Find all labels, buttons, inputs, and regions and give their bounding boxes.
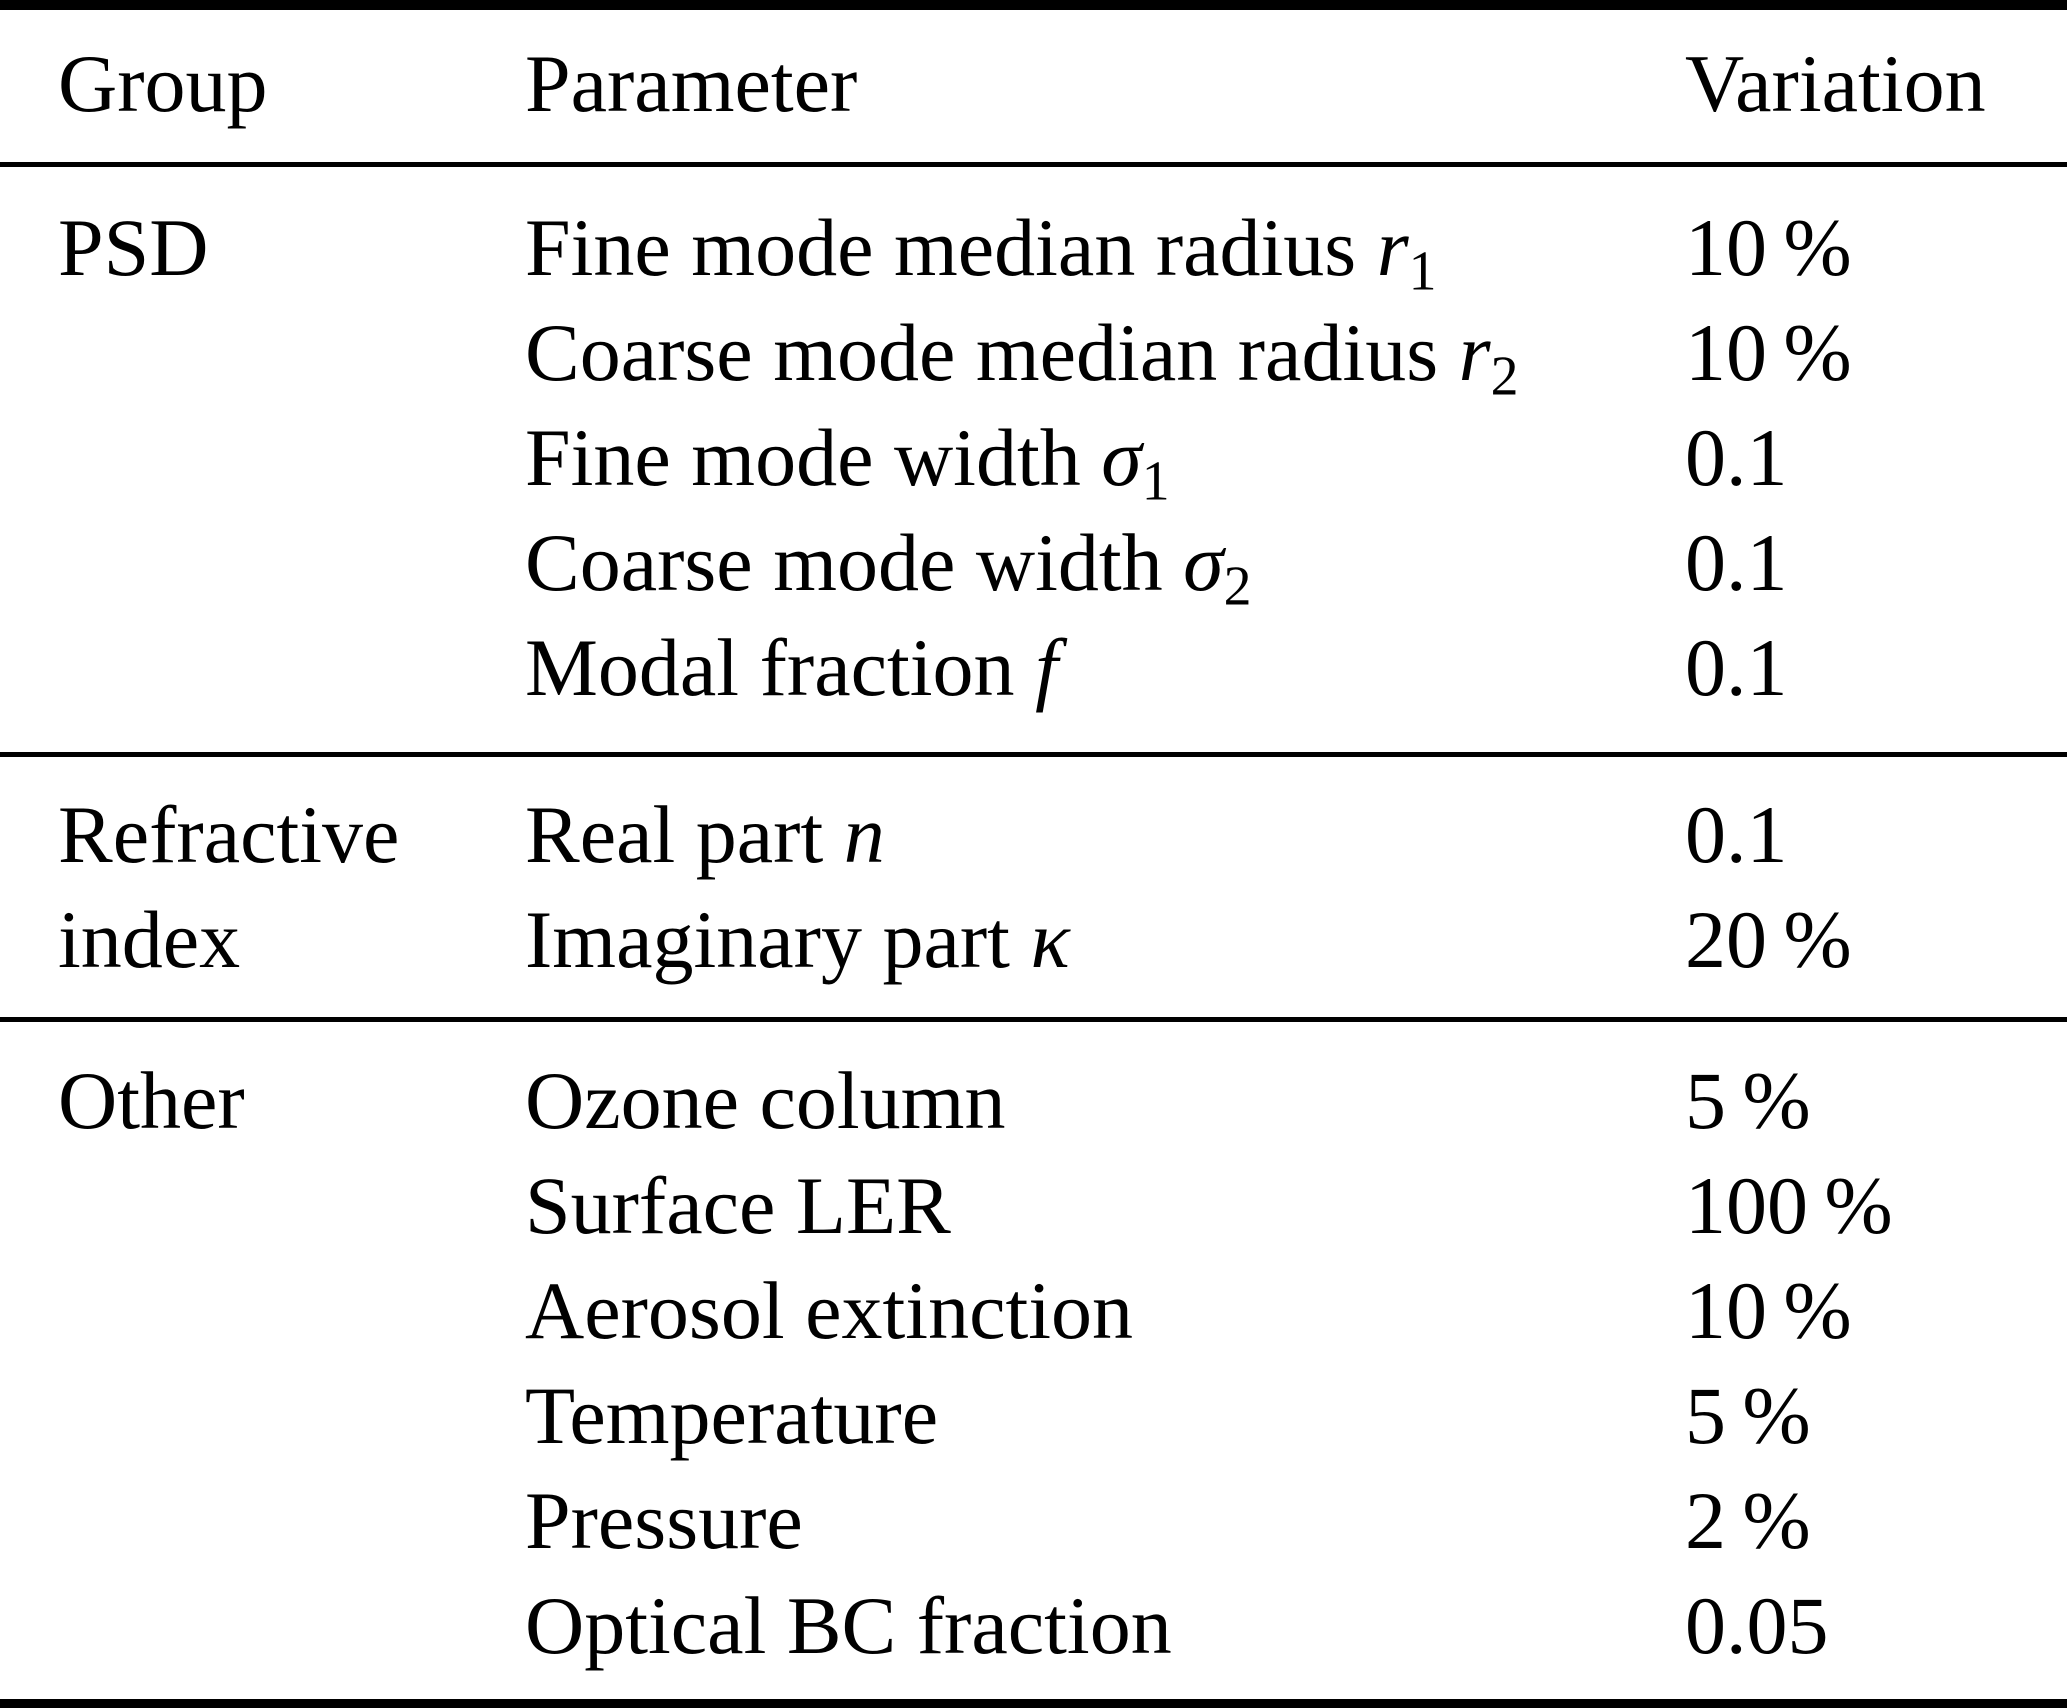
parameter-text: Imaginary part xyxy=(525,894,1031,985)
table-header-row: Group Parameter Variation xyxy=(0,10,2067,162)
math-symbol: κ xyxy=(1030,894,1070,985)
variation-cell: 5 % xyxy=(1685,1055,1811,1146)
variation-cell: 0.1 xyxy=(1685,412,1788,503)
parameter-text: Pressure xyxy=(525,1475,803,1566)
parameter-cell: Fine mode width σ1 xyxy=(525,405,1685,510)
group-cell: PSD xyxy=(58,202,209,293)
parameter-text: Real part xyxy=(525,789,844,880)
variation-cell: 0.1 xyxy=(1685,789,1788,880)
parameter-text: Coarse mode median radius xyxy=(525,307,1459,398)
math-subscript: 2 xyxy=(1490,345,1519,408)
table-row: Modal fraction f 0.1 xyxy=(525,615,2067,720)
column-header-variation: Variation xyxy=(1685,38,1986,129)
table-section: Other Ozone column 5 % Surface LER 100 %… xyxy=(0,1022,2067,1699)
math-subscript: 1 xyxy=(1141,450,1170,513)
variation-cell: 10 % xyxy=(1685,202,1852,293)
parameter-cell: Optical BC fraction xyxy=(525,1573,1685,1678)
table-row: Real part n 0.1 xyxy=(525,782,2067,887)
parameter-text: Optical BC fraction xyxy=(525,1580,1172,1671)
table-row: Coarse mode width σ2 0.1 xyxy=(525,510,2067,615)
parameter-cell: Pressure xyxy=(525,1468,1685,1573)
variation-cell: 2 % xyxy=(1685,1475,1811,1566)
group-cell: Refractive index xyxy=(58,789,400,985)
variation-cell: 10 % xyxy=(1685,1265,1852,1356)
table-row: Ozone column 5 % xyxy=(525,1048,2067,1153)
table-row: Fine mode median radius r1 10 % xyxy=(525,195,2067,300)
math-subscript: 1 xyxy=(1408,240,1437,303)
math-symbol: σ xyxy=(1101,412,1142,503)
variation-cell: 20 % xyxy=(1685,894,1852,985)
parameter-cell: Aerosol extinction xyxy=(525,1258,1685,1363)
math-symbol: n xyxy=(843,789,885,880)
parameter-text: Coarse mode width xyxy=(525,517,1184,608)
section-separator-rule xyxy=(0,1017,2067,1022)
parameter-text: Surface LER xyxy=(525,1160,951,1251)
table-section: Refractive index Real part n 0.1 Imaginar… xyxy=(0,757,2067,1022)
parameter-cell: Ozone column xyxy=(525,1048,1685,1153)
parameter-cell: Imaginary part κ xyxy=(525,887,1685,992)
table-row: Coarse mode median radius r2 10 % xyxy=(525,300,2067,405)
table-row: Temperature 5 % xyxy=(525,1363,2067,1468)
column-header-group: Group xyxy=(58,38,268,129)
table-row: Optical BC fraction 0.05 xyxy=(525,1573,2067,1678)
variation-cell: 0.05 xyxy=(1685,1580,1829,1671)
parameter-cell: Surface LER xyxy=(525,1153,1685,1258)
parameter-cell: Fine mode median radius r1 xyxy=(525,195,1685,300)
table-row: Surface LER 100 % xyxy=(525,1153,2067,1258)
variation-cell: 5 % xyxy=(1685,1370,1811,1461)
header-separator-rule xyxy=(0,162,2067,167)
table-row: Aerosol extinction 10 % xyxy=(525,1258,2067,1363)
parameter-cell: Coarse mode width σ2 xyxy=(525,510,1685,615)
parameter-cell: Temperature xyxy=(525,1363,1685,1468)
section-rows: Real part n 0.1 Imaginary part κ 20 % xyxy=(525,782,2067,992)
variation-cell: 0.1 xyxy=(1685,622,1788,713)
table-body: PSD Fine mode median radius r1 10 % Coar… xyxy=(0,167,2067,1699)
parameter-text: Fine mode median radius xyxy=(525,202,1377,293)
parameter-text: Aerosol extinction xyxy=(525,1265,1134,1356)
table-bottom-rule xyxy=(0,1699,2067,1708)
table-row: Fine mode width σ1 0.1 xyxy=(525,405,2067,510)
parameter-text: Fine mode width xyxy=(525,412,1102,503)
math-symbol: σ xyxy=(1183,517,1224,608)
table-row: Pressure 2 % xyxy=(525,1468,2067,1573)
parameter-cell: Coarse mode median radius r2 xyxy=(525,300,1685,405)
parameter-cell: Real part n xyxy=(525,782,1685,887)
column-header-parameter: Parameter xyxy=(525,38,858,129)
parameter-text: Ozone column xyxy=(525,1055,1006,1146)
parameter-cell: Modal fraction f xyxy=(525,615,1685,720)
variation-cell: 100 % xyxy=(1685,1160,1893,1251)
parameter-text: Modal fraction xyxy=(525,622,1036,713)
section-rows: Fine mode median radius r1 10 % Coarse m… xyxy=(525,195,2067,720)
math-symbol: r xyxy=(1458,307,1491,398)
table-section: PSD Fine mode median radius r1 10 % Coar… xyxy=(0,167,2067,757)
math-subscript: 2 xyxy=(1223,555,1252,618)
math-symbol: r xyxy=(1376,202,1409,293)
table-top-rule xyxy=(0,0,2067,10)
section-rows: Ozone column 5 % Surface LER 100 % Aeros… xyxy=(525,1048,2067,1678)
group-cell: Other xyxy=(58,1055,245,1146)
parameter-text: Temperature xyxy=(525,1370,939,1461)
math-symbol: f xyxy=(1035,622,1058,713)
table-row: Imaginary part κ 20 % xyxy=(525,887,2067,992)
variation-cell: 0.1 xyxy=(1685,517,1788,608)
variation-cell: 10 % xyxy=(1685,307,1852,398)
section-separator-rule xyxy=(0,752,2067,757)
